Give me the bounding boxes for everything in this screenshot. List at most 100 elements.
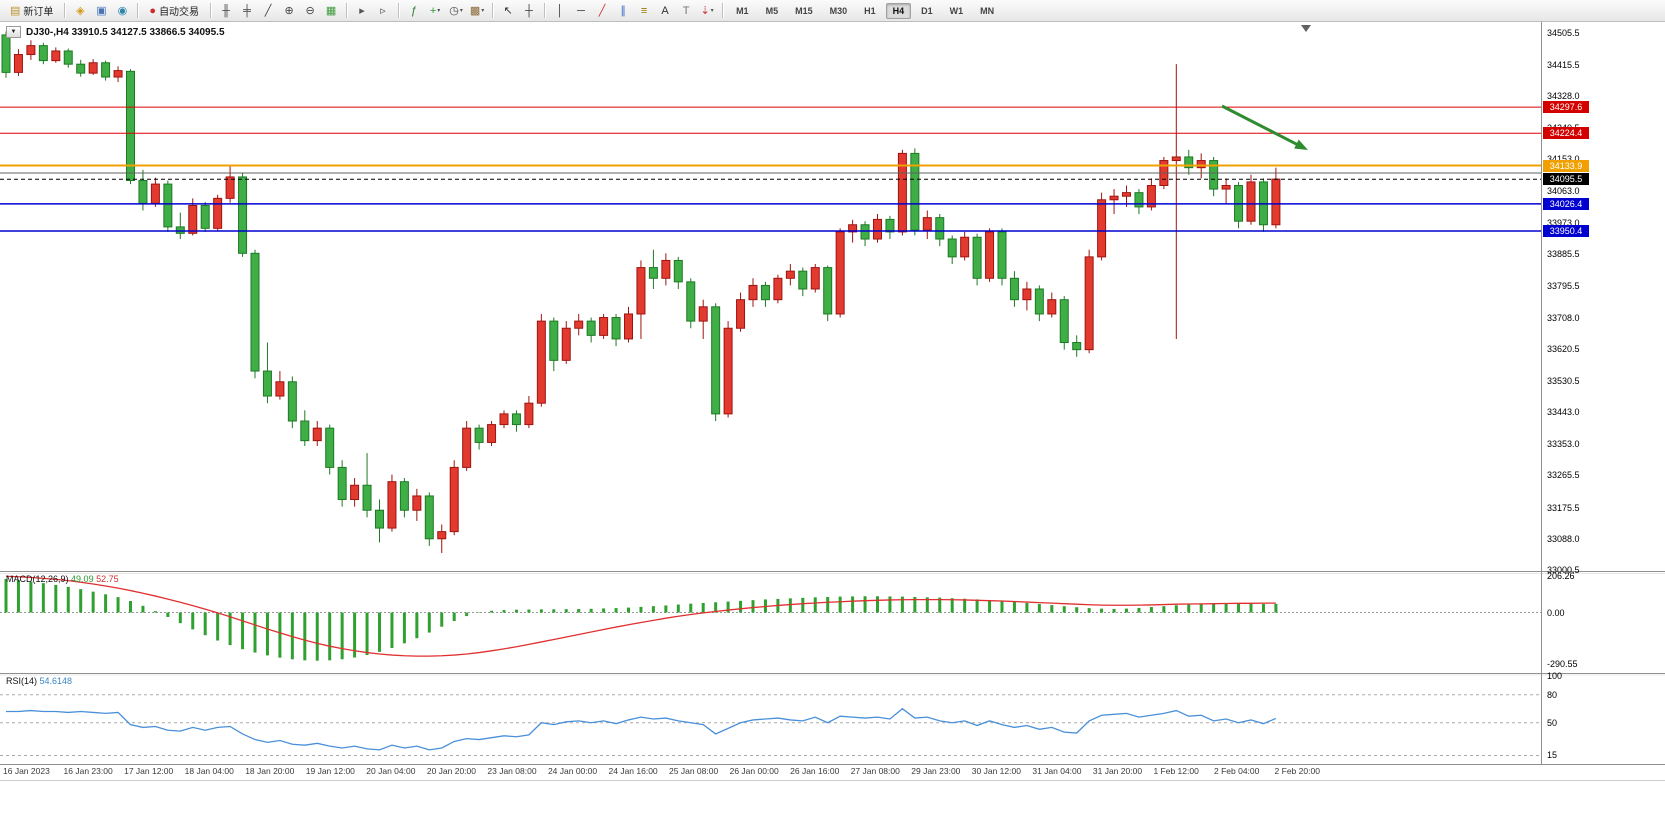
price-badge: 33950.4 — [1543, 225, 1589, 238]
candlestick-chart-icon: ╪ — [243, 4, 251, 17]
bar-chart-icon[interactable]: ╫ — [216, 2, 236, 20]
timeframe-m1[interactable]: M1 — [736, 5, 749, 16]
symbol-ohlc-label: DJ30-,H4 33910.5 34127.5 33866.5 34095.5 — [26, 27, 225, 38]
horizontal-line-icon: ─ — [577, 4, 585, 17]
timeframe-w1[interactable]: W1 — [949, 5, 964, 16]
vertical-line-icon[interactable]: │ — [550, 2, 570, 20]
cursor-icon[interactable]: ↖ — [498, 2, 518, 20]
rsi-axis-label: 50 — [1547, 717, 1558, 728]
timeframe-mn[interactable]: MN — [980, 5, 995, 16]
chart-shift-icon: ▹ — [380, 5, 386, 17]
time-axis-label: 26 Jan 16:00 — [790, 766, 840, 776]
time-axis-label: 1 Feb 12:00 — [1153, 766, 1199, 776]
frame-layer — [0, 22, 1665, 781]
new-order-button-label: 新订单 — [23, 7, 54, 18]
periods-icon[interactable]: ◷ ▾ — [446, 2, 466, 20]
price-axis-label: 33175.5 — [1547, 502, 1580, 513]
time-axis[interactable]: 16 Jan 2023 16 Jan 23:00 17 Jan 12:00 18 Ja… — [0, 766, 1541, 780]
price-axis-label: 33088.0 — [1547, 533, 1580, 544]
time-axis-label: 18 Jan 20:00 — [245, 766, 295, 776]
dropdown-caret-icon: ▾ — [710, 8, 714, 14]
channel-icon[interactable]: ∥ — [613, 2, 633, 20]
add-indicator-icon[interactable]: + ▾ — [425, 2, 445, 20]
time-axis-label: 25 Jan 08:00 — [669, 766, 719, 776]
toolbar-separator — [398, 3, 400, 18]
macd-axis-label: 0.00 — [1547, 607, 1565, 618]
indicators-icon[interactable]: ƒ — [404, 2, 424, 20]
macd-axis-label: 206.26 — [1547, 571, 1575, 581]
time-axis-label: 30 Jan 12:00 — [971, 766, 1021, 776]
new-order-button[interactable]: ▤ 新订单 — [4, 2, 59, 20]
rsi-axis-label: 15 — [1547, 750, 1558, 761]
symbol-dropdown-button[interactable]: ▼ — [6, 26, 21, 38]
text-icon[interactable]: A — [655, 2, 675, 20]
time-axis-label: 31 Jan 20:00 — [1092, 766, 1143, 776]
chart-shift-marker — [1301, 25, 1311, 32]
charts-icon: ◈ — [76, 5, 85, 17]
macd-name: MACD(12,26,9) — [6, 574, 69, 584]
line-chart-icon: ╱ — [264, 5, 272, 17]
zoom-out-icon[interactable]: ⊖ — [300, 2, 320, 20]
horizontal-line-icon[interactable]: ─ — [571, 2, 591, 20]
charts-icon[interactable]: ◈ — [70, 2, 90, 20]
trendline-icon[interactable]: ╱ — [592, 2, 612, 20]
periods-icon: ◷ — [449, 5, 459, 17]
time-axis-label: 2 Feb 04:00 — [1214, 766, 1260, 776]
rsi-axis-label: 100 — [1547, 671, 1563, 681]
price-axis-label: 33708.0 — [1547, 312, 1580, 323]
timeframe-h1[interactable]: H1 — [864, 5, 876, 16]
tile-windows-icon[interactable]: ▦ — [321, 2, 341, 20]
toolbar: ▤ 新订单 ◈ ▣ ◉ ● 自动交易 ╫ ╪ ╱ ⊕ ⊖ ▦ ▸ ▹ ƒ + ▾ ◷ ▾ ▩ ▾ ↖ ┼ │ ─ ╱ ∥ ≡ A T ⇣ ▾ M1… — [0, 0, 1665, 22]
autotrading-button[interactable]: ● 自动交易 — [143, 2, 205, 20]
rsi-name: RSI(14) — [6, 676, 38, 686]
line-chart-icon[interactable]: ╱ — [258, 2, 278, 20]
rsi-label: RSI(14) 54.6148 — [6, 676, 72, 686]
rsi-value: 54.6148 — [39, 676, 73, 686]
timeframe-m15[interactable]: M15 — [795, 5, 813, 16]
navigator-icon: ◉ — [117, 5, 128, 17]
trendline-icon: ╱ — [598, 5, 606, 17]
fibonacci-icon[interactable]: ≡ — [634, 2, 654, 20]
time-axis-label: 24 Jan 16:00 — [608, 766, 658, 776]
navigator-icon[interactable]: ◉ — [112, 2, 132, 20]
dropdown-caret-icon: ▾ — [437, 8, 441, 14]
toolbar-separator — [722, 3, 724, 18]
level-lines-layer — [0, 106, 1541, 232]
rsi-layer — [0, 694, 1541, 756]
symbol-name: DJ30-,H4 — [26, 26, 69, 38]
trend-arrow-head — [1294, 139, 1308, 150]
profiles-icon[interactable]: ▣ — [91, 2, 111, 20]
label-icon[interactable]: T — [676, 2, 696, 20]
time-axis-label: 24 Jan 00:00 — [547, 766, 598, 776]
bar-chart-icon: ╫ — [222, 4, 230, 17]
cursor-icon: ↖ — [503, 5, 513, 17]
trend-arrow — [1221, 104, 1301, 148]
auto-scroll-icon[interactable]: ▸ — [352, 2, 372, 20]
time-axis-label: 2 Feb 20:00 — [1274, 766, 1320, 776]
zoom-in-icon[interactable]: ⊕ — [279, 2, 299, 20]
timeframe-h4[interactable]: H4 — [885, 2, 912, 19]
price-axis[interactable]: 34505.534415.534328.034240.534153.034063… — [1543, 0, 1665, 764]
indicators-icon: ƒ — [411, 4, 418, 17]
time-axis-label: 17 Jan 12:00 — [124, 766, 174, 776]
crosshair-icon[interactable]: ┼ — [519, 2, 539, 20]
arrows-icon[interactable]: ⇣ ▾ — [697, 2, 717, 20]
text-icon: A — [661, 4, 669, 17]
dropdown-caret-icon: ▾ — [459, 8, 463, 14]
toolbar-separator — [210, 3, 212, 18]
candlestick-chart-icon[interactable]: ╪ — [237, 2, 257, 20]
price-axis-label: 33620.5 — [1547, 343, 1580, 354]
crosshair-icon: ┼ — [525, 4, 533, 17]
toolbar-separator — [492, 3, 494, 18]
time-axis-label: 18 Jan 04:00 — [184, 766, 234, 776]
chart-shift-icon[interactable]: ▹ — [373, 2, 393, 20]
price-axis-label: 34415.5 — [1547, 60, 1580, 71]
timeframe-m5[interactable]: M5 — [765, 5, 779, 16]
timeframe-d1[interactable]: D1 — [921, 5, 933, 16]
zoom-in-icon: ⊕ — [284, 5, 294, 17]
time-axis-label: 29 Jan 23:00 — [911, 766, 961, 776]
templates-icon[interactable]: ▩ ▾ — [467, 2, 487, 20]
timeframe-m30[interactable]: M30 — [829, 5, 848, 16]
